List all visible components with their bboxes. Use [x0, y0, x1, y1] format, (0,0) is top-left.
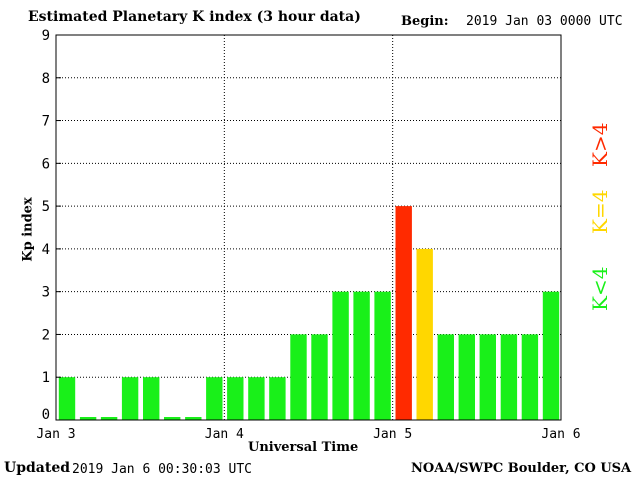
kp-bar: [58, 377, 76, 420]
chart-grid: [56, 35, 561, 420]
x-axis-label: Universal Time: [248, 440, 359, 455]
chart-title: Estimated Planetary K index (3 hour data…: [28, 9, 361, 25]
kp-bar: [248, 377, 265, 420]
legend-low: K<4: [588, 266, 612, 311]
y-axis-label: Kp index: [20, 197, 36, 262]
chart-bars: [58, 206, 560, 420]
kp-bar: [269, 377, 286, 420]
y-tick-label: 7: [42, 114, 50, 130]
y-tick-label: 0: [42, 407, 50, 423]
y-tick-label: 9: [42, 28, 50, 44]
updated-value: 2019 Jan 6 00:30:03 UTC: [72, 462, 253, 477]
kp-bar: [374, 291, 391, 420]
kp-bar: [311, 334, 328, 420]
kp-bar: [437, 334, 454, 420]
kp-bar: [227, 377, 244, 420]
kp-bar: [290, 334, 307, 420]
kp-bar: [143, 377, 160, 420]
updated-label: Updated: [4, 460, 71, 476]
y-tick-label: 2: [42, 327, 50, 343]
kp-bar: [479, 334, 496, 420]
kp-bar: [79, 417, 97, 420]
x-tick-label: Jan 4: [205, 427, 244, 442]
kp-bar: [121, 377, 139, 420]
kp-bar: [353, 291, 370, 420]
kp-bar: [542, 291, 560, 420]
kp-bar: [458, 334, 475, 420]
y-tick-label: 6: [42, 156, 50, 172]
x-tick-label: Jan 5: [373, 427, 412, 442]
y-tick-label: 1: [42, 370, 50, 386]
kp-bar: [521, 334, 539, 420]
kp-bar: [332, 291, 349, 420]
kp-bar: [500, 334, 518, 420]
x-tick-label: Jan 3: [36, 427, 75, 442]
y-axis-ticks: 0 1 2 3 4 5 6 7 8 9: [42, 28, 61, 423]
kp-bar: [416, 248, 433, 420]
kp-bar: [185, 417, 202, 420]
kp-bar: [164, 417, 181, 420]
y-tick-label: 3: [42, 285, 50, 301]
credit-text: NOAA/SWPC Boulder, CO USA: [411, 461, 632, 476]
kp-bar: [206, 377, 223, 420]
kp-bar: [395, 206, 412, 420]
legend-mid: K=4: [588, 189, 612, 234]
x-tick-label: Jan 6: [541, 427, 580, 442]
begin-label: Begin:: [401, 14, 449, 29]
y-tick-label: 4: [42, 242, 50, 258]
plot-frame: [55, 34, 562, 421]
x-axis-ticks: Jan 3 Jan 4 Jan 5 Jan 6: [36, 427, 580, 442]
legend-high: K>4: [588, 122, 612, 167]
y-tick-label: 8: [42, 71, 50, 87]
y-tick-label: 5: [42, 199, 50, 215]
begin-value: 2019 Jan 03 0000 UTC: [466, 14, 623, 29]
kp-bar: [100, 417, 118, 420]
